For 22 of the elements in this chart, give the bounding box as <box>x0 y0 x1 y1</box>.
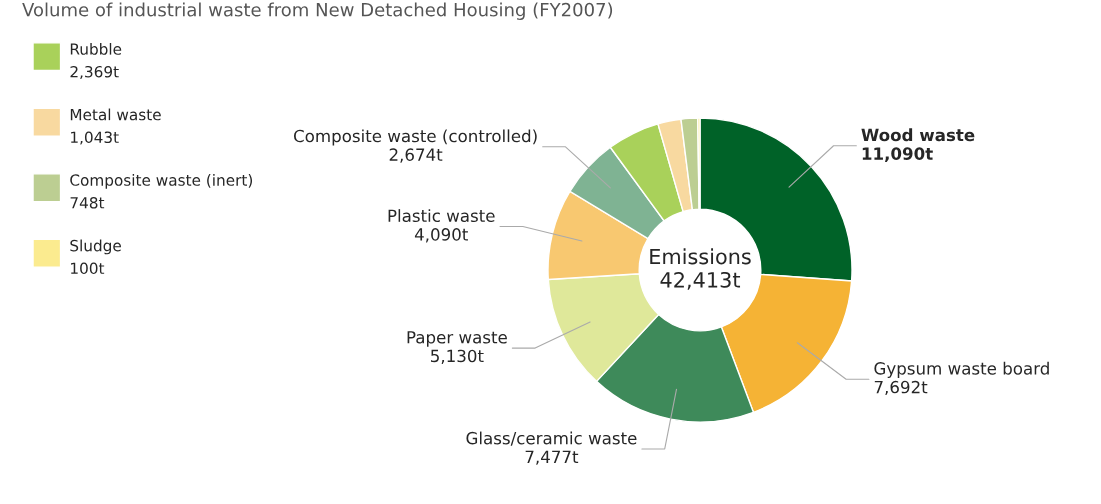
slice-label: Wood waste <box>861 128 975 142</box>
legend-label: Sludge <box>70 239 121 255</box>
chart-title: Volume of industrial waste from New Detached Housing (FY2007) <box>22 2 613 20</box>
data-label: 1,043t <box>71 131 119 145</box>
data-label: 2,369t <box>70 65 119 80</box>
slice-label: Glass/ceramic waste <box>466 431 637 446</box>
legend-label: Rubble <box>70 43 122 55</box>
data-label: 100t <box>71 262 105 275</box>
slice-label: Composite waste (controlled) <box>293 129 537 146</box>
slice-label: Gypsum waste board <box>874 361 1049 378</box>
slice-label: Plastic waste <box>388 209 495 223</box>
data-label: 5,130t <box>431 349 484 364</box>
legend-label: Metal waste <box>70 108 161 121</box>
legend-label: Composite waste (inert) <box>70 174 253 189</box>
data-label: 2,674t <box>389 148 443 163</box>
data-label: 748t <box>70 197 105 209</box>
text: Emissions 42,413t <box>650 248 751 290</box>
data-label: 7,692t <box>874 380 928 396</box>
data-label: 7,477t <box>525 450 579 465</box>
data-label: 11,090t <box>862 147 933 163</box>
slice-label: Paper waste <box>407 331 507 347</box>
data-label: 4,090t <box>414 228 468 243</box>
